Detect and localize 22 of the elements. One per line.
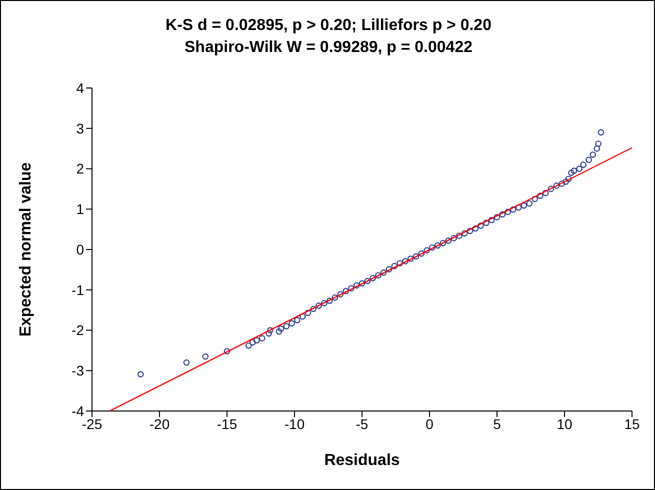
y-tick-label: 4 (76, 80, 84, 96)
x-tick-label: 10 (556, 416, 572, 432)
x-tick-label: -15 (216, 416, 238, 432)
x-tick-label: 5 (493, 416, 502, 432)
y-tick-label: -4 (72, 402, 84, 419)
y-axis-title: Expected normal value (18, 162, 35, 337)
y-tick-label: 3 (76, 120, 84, 136)
y-tick-label: -1 (72, 282, 84, 298)
x-tick-label: 15 (624, 416, 640, 432)
y-tick-label: 0 (76, 241, 84, 258)
x-tick-label: -25 (82, 416, 102, 432)
x-tick-label: 0 (426, 416, 434, 432)
x-axis-title: Residuals (324, 452, 400, 469)
y-tick-label: 2 (76, 160, 84, 177)
y-tick-label: -2 (72, 322, 84, 338)
chart-subtitle: Shapiro-Wilk W = 0.99289, p = 0.00422 (184, 38, 474, 58)
y-tick-label: -3 (72, 362, 84, 379)
x-tick-label: -5 (356, 416, 368, 432)
x-tick-label: -20 (149, 416, 170, 432)
y-tick-label: 1 (76, 201, 84, 218)
chart-title: K-S d = 0.02895, p > 0.20; Lilliefors p > 0.20 (164, 16, 492, 36)
x-tick-label: -10 (284, 416, 305, 432)
